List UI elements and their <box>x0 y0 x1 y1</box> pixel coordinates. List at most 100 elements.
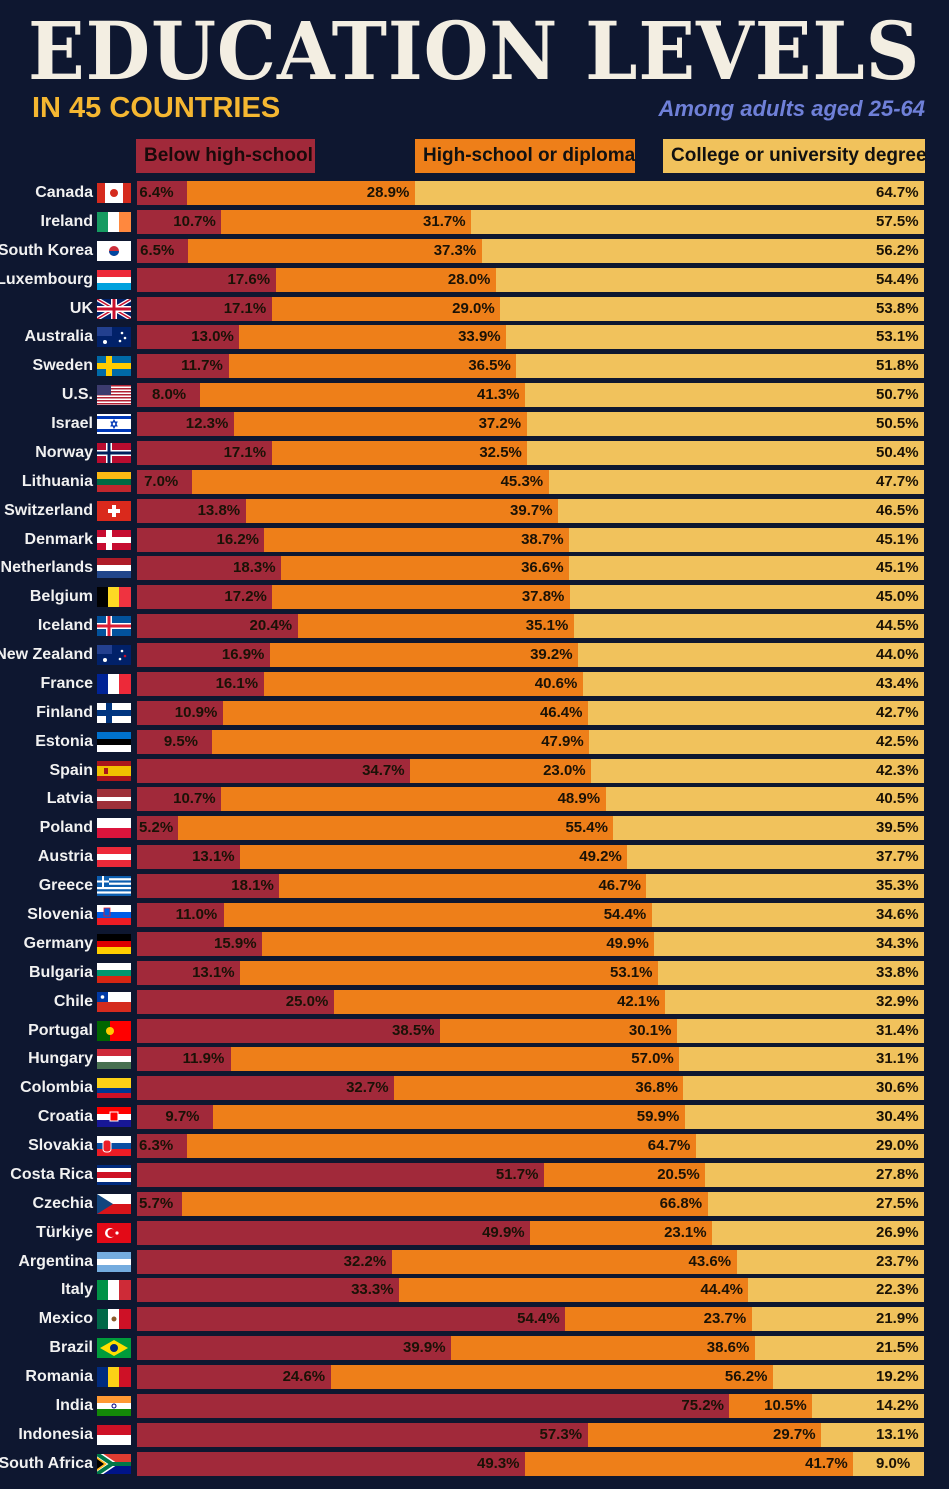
bar-segment-college <box>748 1278 925 1302</box>
value-label-high-school: 48.9% <box>557 790 601 807</box>
flag-icon <box>97 1454 131 1474</box>
flag-icon <box>97 241 131 261</box>
value-label-high-school: 41.7% <box>805 1455 848 1472</box>
value-label-below-high-school: 17.1% <box>223 444 267 461</box>
value-label-below-high-school: 24.6% <box>282 1368 326 1385</box>
bar-segment-below-high-school <box>137 990 335 1014</box>
country-label: Slovenia <box>27 906 93 923</box>
value-label-below-high-school: 11.9% <box>182 1050 225 1067</box>
value-label-college: 27.8% <box>876 1166 919 1183</box>
value-label-college: 37.7% <box>876 848 919 865</box>
bar-segment-below-high-school <box>137 585 273 609</box>
flag-icon <box>97 558 131 578</box>
bar-segment-high-school <box>211 730 590 754</box>
value-label-college: 45.0% <box>876 588 919 605</box>
bar-segment-below-high-school <box>137 1365 332 1389</box>
bar-segment-high-school <box>279 874 647 898</box>
value-label-college: 13.1% <box>876 1426 919 1443</box>
country-label: Romania <box>25 1368 93 1385</box>
bar-segment-below-high-school <box>137 1278 400 1302</box>
value-label-high-school: 45.3% <box>500 473 544 490</box>
bar-segment-college <box>751 1307 925 1331</box>
value-label-high-school: 23.7% <box>703 1310 747 1327</box>
bar-segment-high-school <box>187 181 416 205</box>
value-label-college: 50.7% <box>876 386 919 403</box>
flag-icon <box>97 1194 131 1214</box>
value-label-below-high-school: 16.2% <box>216 531 260 548</box>
value-label-college: 27.5% <box>876 1195 919 1212</box>
value-label-below-high-school: 10.7% <box>173 213 216 230</box>
value-label-college: 30.4% <box>876 1108 919 1125</box>
value-label-below-high-school: 33.3% <box>351 1281 394 1298</box>
bar-segment-college <box>495 268 925 292</box>
value-label-high-school: 42.1% <box>617 993 660 1010</box>
value-label-high-school: 39.7% <box>510 502 553 519</box>
value-label-high-school: 28.9% <box>366 184 410 201</box>
country-label: Netherlands <box>0 559 93 576</box>
bar-segment-below-high-school <box>137 1250 393 1274</box>
value-label-below-high-school: 49.3% <box>476 1455 520 1472</box>
country-label: Indonesia <box>18 1426 93 1443</box>
value-label-below-high-school: 25.0% <box>285 993 329 1010</box>
value-label-below-high-school: 57.3% <box>539 1426 583 1443</box>
bar-segment-below-high-school <box>137 268 276 292</box>
bar-segment-below-high-school <box>137 470 193 494</box>
value-label-college: 22.3% <box>876 1281 919 1298</box>
value-label-high-school: 66.8% <box>659 1195 703 1212</box>
bar-segment-college <box>526 412 925 436</box>
bar-segment-high-school <box>410 759 592 783</box>
value-label-high-school: 33.9% <box>458 328 501 345</box>
bar-segment-college <box>587 701 925 725</box>
flag-icon <box>97 1136 131 1156</box>
value-label-college: 53.1% <box>876 328 919 345</box>
bar-segment-below-high-school <box>137 383 201 407</box>
bar-segment-college <box>558 499 925 523</box>
bar-segment-college <box>569 585 925 609</box>
country-label: Ireland <box>40 213 93 230</box>
value-label-high-school: 32.5% <box>479 444 522 461</box>
flag-icon <box>97 1223 131 1243</box>
value-label-high-school: 46.4% <box>539 704 583 721</box>
flag-icon <box>97 1165 131 1185</box>
bar-segment-below-high-school <box>137 701 224 725</box>
country-label: Australia <box>24 328 93 345</box>
country-label: South Korea <box>0 242 93 259</box>
country-label: Norway <box>35 444 93 461</box>
country-label: New Zealand <box>0 646 93 663</box>
value-label-college: 54.4% <box>876 271 919 288</box>
bar-segment-high-school <box>330 1365 774 1389</box>
country-label: Portugal <box>28 1022 93 1039</box>
bar-segment-high-school <box>230 1047 680 1071</box>
value-label-college: 50.4% <box>876 444 919 461</box>
value-label-college: 47.7% <box>876 473 919 490</box>
value-label-high-school: 49.2% <box>579 848 622 865</box>
value-label-college: 45.1% <box>876 531 919 548</box>
bar-segment-high-school <box>281 556 570 580</box>
flag-icon <box>97 212 131 232</box>
bar-segment-college <box>676 1019 925 1043</box>
value-label-high-school: 36.5% <box>468 357 511 374</box>
value-label-college: 21.9% <box>876 1310 919 1327</box>
flag-icon <box>97 327 131 347</box>
bar-segment-below-high-school <box>137 181 188 205</box>
bar-segment-high-school <box>271 297 501 321</box>
flag-icon <box>97 1078 131 1098</box>
bar-segment-college <box>812 1394 925 1418</box>
value-label-college: 44.0% <box>876 646 919 663</box>
flag-icon <box>97 847 131 867</box>
value-label-below-high-school: 13.0% <box>191 328 234 345</box>
bar-segment-below-high-school <box>137 412 235 436</box>
bar-segment-high-school <box>192 470 550 494</box>
bar-segment-high-school <box>565 1307 753 1331</box>
value-label-college: 45.1% <box>876 559 919 576</box>
bar-segment-high-school <box>271 441 528 465</box>
country-label: Argentina <box>18 1253 93 1270</box>
bar-segment-high-school <box>272 585 571 609</box>
bar-segment-below-high-school <box>137 874 280 898</box>
value-label-below-high-school: 9.7% <box>165 1108 200 1125</box>
value-label-below-high-school: 13.1% <box>192 964 235 981</box>
country-label: India <box>55 1397 93 1414</box>
value-label-college: 14.2% <box>876 1397 919 1414</box>
bar-segment-college <box>683 1076 925 1100</box>
bar-segment-below-high-school <box>137 1336 452 1360</box>
